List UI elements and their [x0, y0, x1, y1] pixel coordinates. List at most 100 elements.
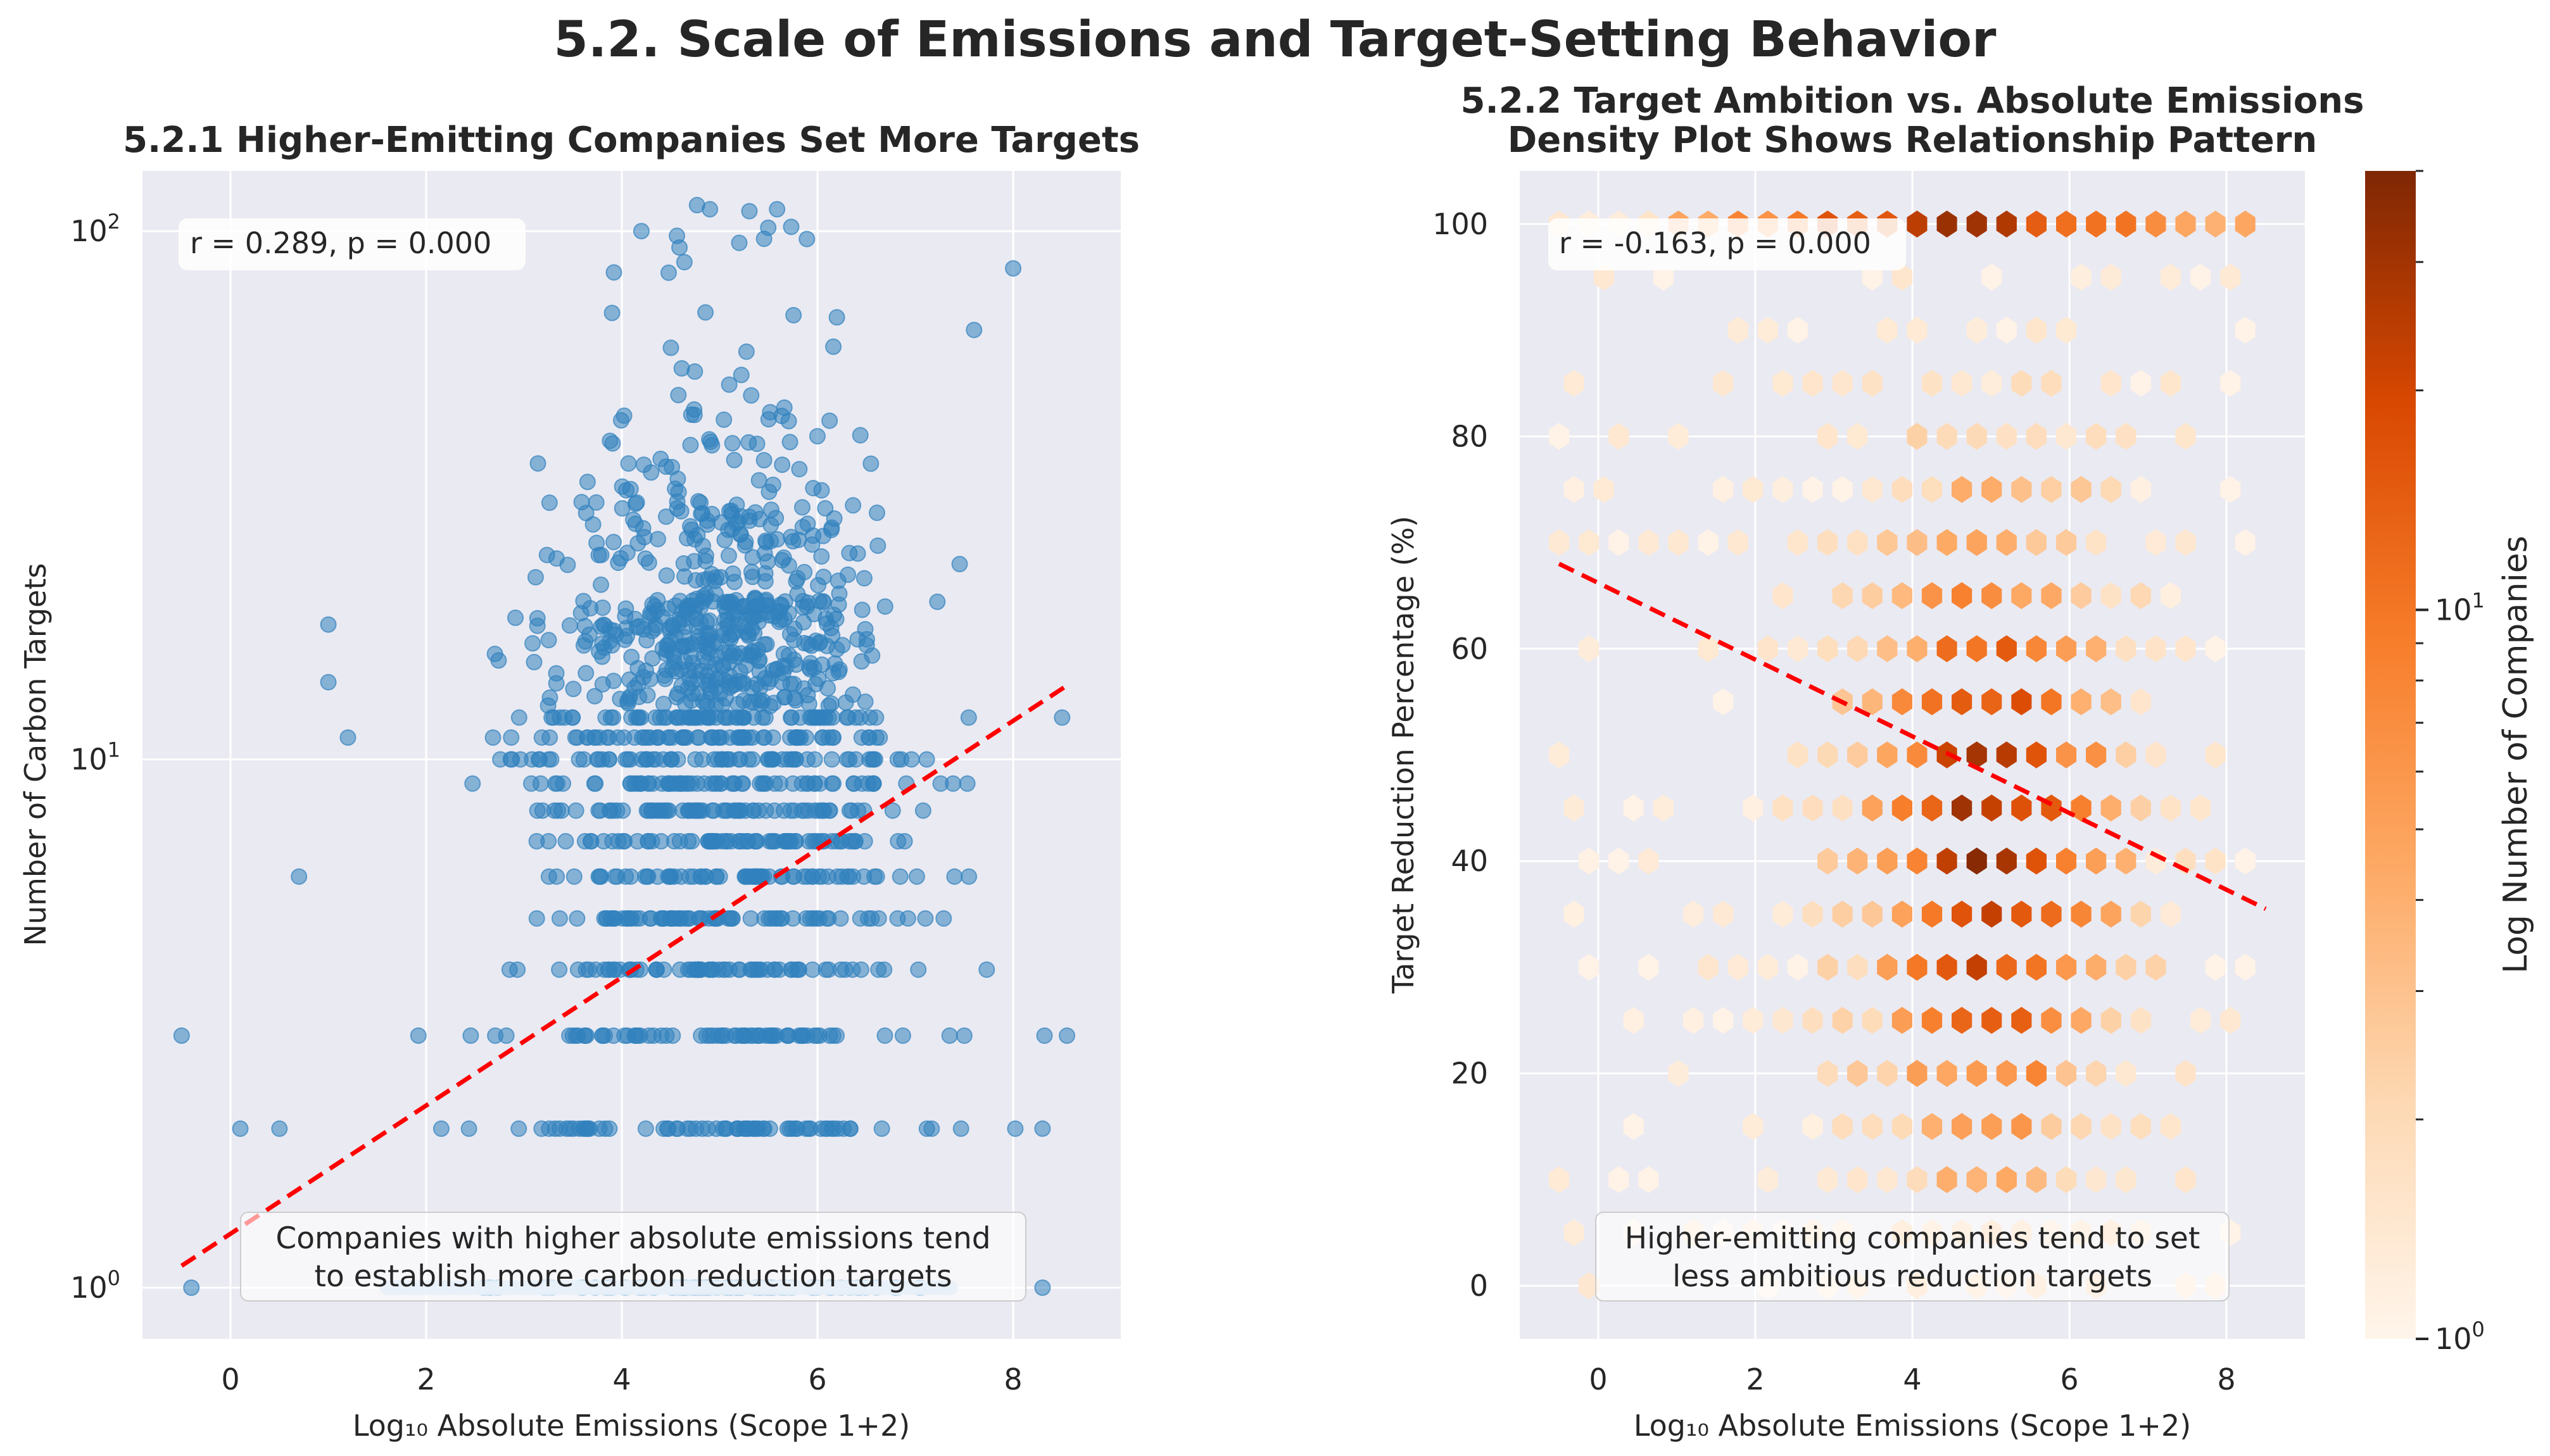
- scatter-point: [737, 534, 754, 551]
- hexbin-cell: [1817, 1166, 1838, 1193]
- scatter-stat-box: [179, 218, 526, 270]
- scatter-point: [823, 522, 840, 539]
- scatter-point: [818, 910, 835, 927]
- hexbin-cell: [2056, 741, 2077, 769]
- hexbin-cell: [2100, 1113, 2121, 1140]
- hexbin-cell: [1981, 900, 2002, 928]
- hexbin-cell: [1832, 1007, 1853, 1034]
- scatter-point: [686, 401, 703, 418]
- scatter-stat-text: r = 0.289, p = 0.000: [190, 226, 491, 260]
- scatter-point: [526, 653, 543, 670]
- scatter-point: [628, 910, 645, 927]
- scatter-point: [173, 1027, 190, 1044]
- hexbin-cell: [2026, 741, 2047, 769]
- hexbin-cell: [1907, 1060, 1928, 1088]
- hexbin-cell: [1743, 1113, 1764, 1140]
- hexbin-cell: [2145, 210, 2166, 238]
- scatter-point: [503, 729, 520, 746]
- hexbin-cell: [1862, 900, 1883, 928]
- hexbin-y-tick: 100: [1432, 207, 1488, 241]
- hexbin-cell: [1877, 1166, 1898, 1193]
- scatter-point: [567, 802, 584, 819]
- scatter-point: [738, 343, 755, 360]
- scatter-point: [740, 751, 757, 768]
- scatter-point: [793, 802, 811, 819]
- scatter-point: [832, 910, 849, 927]
- scatter-point: [720, 547, 737, 564]
- hexbin-cell: [2056, 635, 2077, 663]
- scatter-point: [594, 599, 611, 616]
- hexbin-cell: [1966, 1166, 1987, 1193]
- hexbin-cell: [2041, 688, 2062, 715]
- scatter-point: [841, 544, 858, 562]
- hexbin-cell: [1996, 1166, 2017, 1193]
- scatter-point: [583, 832, 600, 850]
- hexbin-cell: [1996, 741, 2017, 769]
- scatter-point: [743, 961, 761, 978]
- scatter-point: [932, 775, 949, 792]
- hexbin-cell: [2071, 475, 2092, 503]
- hexbin-cell: [2011, 900, 2032, 928]
- hexbin-cell: [1772, 1007, 1793, 1034]
- hexbin-cell: [1877, 741, 1898, 769]
- scatter-y-tick: 101: [70, 738, 120, 777]
- hexbin-x-tick: 8: [2217, 1362, 2235, 1396]
- scatter-point: [918, 751, 935, 768]
- hexbin-cell: [1862, 370, 1883, 397]
- hexbin-cell: [1952, 370, 1972, 397]
- scatter-point: [966, 322, 983, 339]
- scatter-point: [604, 435, 621, 452]
- hexbin-cell: [1936, 953, 1957, 981]
- scatter-point: [622, 480, 639, 498]
- scatter-point: [941, 1027, 958, 1044]
- scatter-point: [914, 802, 931, 819]
- scatter-point: [813, 548, 830, 565]
- scatter-point: [564, 709, 581, 726]
- hexbin-cell: [2086, 422, 2107, 450]
- scatter-point: [715, 1120, 732, 1137]
- scatter-point: [841, 751, 858, 768]
- scatter-point: [550, 802, 567, 819]
- hexbin-cell: [1921, 370, 1943, 397]
- scatter-point: [724, 565, 742, 582]
- hexbin-cell: [2235, 317, 2256, 344]
- scatter-point: [593, 868, 610, 885]
- scatter-point: [610, 554, 627, 571]
- hexbin-cell: [1623, 794, 1644, 822]
- scatter-point: [628, 775, 645, 792]
- scatter-point: [693, 961, 710, 978]
- hexbin-cell: [1891, 582, 1912, 610]
- colorbar-gradient: [2365, 171, 2416, 1339]
- hexbin-cell: [2041, 900, 2062, 928]
- hexbin-cell: [2160, 263, 2181, 291]
- hexbin-cell: [1966, 847, 1987, 875]
- hexbin-cell: [1862, 582, 1883, 610]
- hexbin-cell: [1847, 1166, 1868, 1193]
- scatter-x-axis-label: Log₁₀ Absolute Emissions (Scope 1+2): [353, 1409, 910, 1443]
- scatter-point: [623, 648, 640, 665]
- scatter-point: [649, 592, 666, 609]
- hexbin-cell: [2160, 582, 2181, 610]
- scatter-point: [410, 1027, 427, 1044]
- hexbin-cell: [2056, 847, 2077, 875]
- scatter-point: [531, 751, 548, 768]
- scatter-point: [800, 636, 817, 653]
- scatter-y-tick: 100: [70, 1266, 120, 1305]
- hexbin-cell: [2026, 847, 2047, 875]
- colorbar-tick-label: 101: [2435, 588, 2485, 627]
- scatter-point: [861, 751, 878, 768]
- hexbin-cell: [2071, 794, 2092, 822]
- scatter-point: [643, 464, 660, 481]
- scatter-point: [595, 616, 612, 633]
- scatter-point: [629, 535, 647, 552]
- hexbin-cell: [1891, 1007, 1912, 1034]
- scatter-point: [633, 223, 650, 240]
- hexbin-cell: [1683, 900, 1704, 928]
- scatter-point: [578, 1027, 595, 1044]
- scatter-point: [637, 550, 654, 567]
- hexbin-cell: [1952, 900, 1972, 928]
- scatter-point: [690, 632, 707, 650]
- scatter-point: [647, 709, 664, 726]
- scatter-point: [605, 961, 622, 978]
- scatter-point: [892, 868, 909, 885]
